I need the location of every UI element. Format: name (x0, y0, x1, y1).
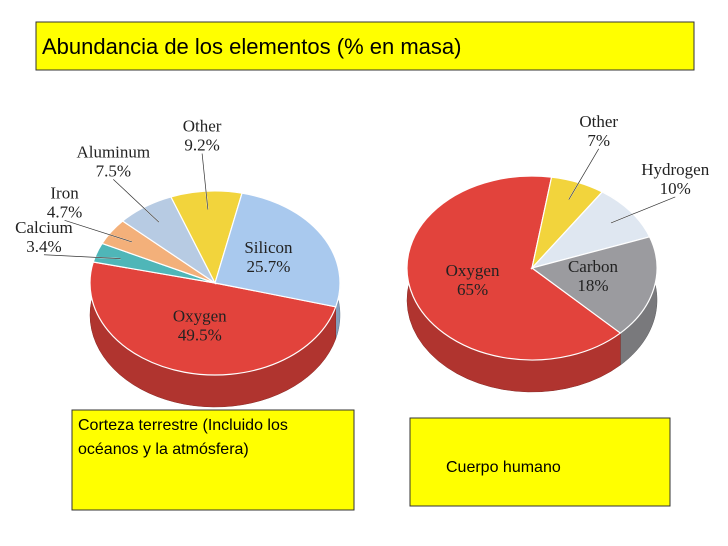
slice-category: Calcium (15, 218, 73, 237)
slide-title: Abundancia de los elementos (% en masa) (42, 34, 461, 59)
slice-value: 3.4% (26, 237, 61, 256)
pie-slice (530, 191, 651, 270)
slice-label: Other 9.2% (183, 117, 222, 155)
title-box (35, 21, 695, 71)
slice-category: Other (579, 112, 618, 131)
slice-label: Hydrogen 10% (641, 160, 709, 198)
leader-line (43, 254, 121, 259)
slice-value: 4.7% (47, 202, 82, 221)
slice-label: Aluminum 7.5% (76, 142, 150, 180)
pie-slice (214, 192, 341, 308)
slice-label: Silicon 25.7% (244, 238, 293, 276)
pie-slice (530, 236, 658, 334)
leader-line (201, 153, 209, 210)
slice-category: Carbon (568, 257, 619, 276)
slice-label: Calcium 3.4% (15, 218, 73, 256)
pie-slice (406, 175, 622, 361)
caption: Corteza terrestre (Incluido los océanos … (78, 417, 288, 458)
pie: Oxygen 65% Other 7% Hydrogen 10% Carbon 18% (406, 112, 710, 393)
slice-label: Oxygen 65% (446, 261, 500, 299)
slice-value: 18% (577, 276, 608, 295)
slice-label: Carbon 18% (568, 257, 619, 295)
slice-label: Iron 4.7% (47, 183, 82, 221)
slice-category: Iron (50, 183, 79, 202)
slice-value: 7.5% (96, 161, 131, 180)
caption-box (409, 417, 671, 507)
pie: Oxygen 49.5%Calcium 3.4%Iron 4.7%Aluminum 7.… (15, 117, 341, 408)
caption: Cuerpo humano (446, 459, 561, 476)
caption-box (71, 409, 355, 511)
slice-value: 7% (587, 131, 610, 150)
slice-category: Hydrogen (641, 160, 709, 179)
slice-value: 49.5% (178, 326, 222, 345)
slice-category: Aluminum (76, 142, 150, 161)
slice-category: Other (183, 117, 222, 136)
slice-label: Oxygen 49.5% (173, 307, 227, 345)
slice-category: Silicon (244, 238, 293, 257)
slice-label: Other 7% (579, 112, 618, 150)
slice-value: 25.7% (246, 257, 290, 276)
pie-slice (89, 261, 337, 376)
slice-value: 10% (660, 179, 691, 198)
leader-line (568, 148, 600, 200)
slice-value: 65% (457, 280, 488, 299)
caption-holder: Corteza terrestre (Incluido los océanos … (78, 417, 288, 458)
slice-category: Oxygen (446, 261, 500, 280)
slice-value: 9.2% (184, 136, 219, 155)
leader-line (64, 220, 133, 243)
slice-category: Oxygen (173, 307, 227, 326)
leader-line (610, 196, 676, 224)
leader-line (113, 179, 160, 223)
